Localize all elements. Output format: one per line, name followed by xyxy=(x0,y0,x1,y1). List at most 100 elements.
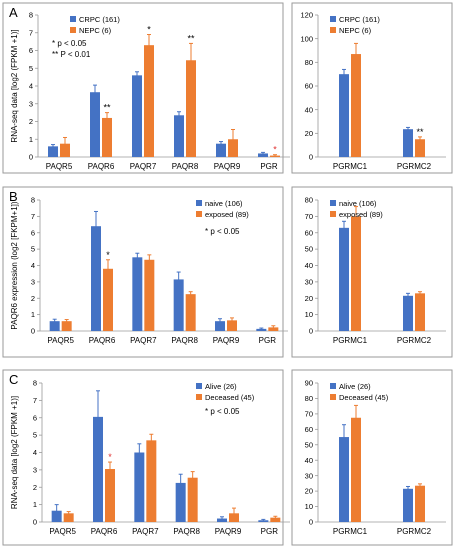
y-tick-label: 2 xyxy=(33,483,37,492)
legend-swatch xyxy=(330,394,336,400)
significance-marker: * xyxy=(147,25,151,35)
bar-alive-pgrmc2 xyxy=(403,488,413,522)
bar-crpc-pgrmc2 xyxy=(403,129,413,157)
legend-label: NEPC (6) xyxy=(339,26,372,35)
y-tick-label: 0 xyxy=(29,153,33,162)
legend-label: Deceased (45) xyxy=(339,393,389,402)
chart-panel-c-right: 0 10 20 30 40 50 60 70 80 90 PGRMC1 PGRMC2 Alive (26… xyxy=(291,369,453,546)
bar-deceased-pgrmc1 xyxy=(351,417,361,522)
significance-marker: * xyxy=(106,250,110,260)
y-tick-label: 40 xyxy=(305,105,313,114)
bar-crpc-paqr7 xyxy=(132,75,142,157)
legend-swatch xyxy=(330,27,336,33)
bar-crpc-pgr xyxy=(258,153,268,157)
y-tick-label: 0 xyxy=(33,518,37,527)
legend-label: CRPC (161) xyxy=(339,15,380,24)
chart-panel-b: B 0 1 2 3 4 5 6 7 8 PAQR6 expression (log2 [FKPM+1… xyxy=(2,186,288,358)
y-tick-label: 0 xyxy=(309,153,313,162)
y-tick-label: 20 xyxy=(305,294,313,303)
legend-swatch xyxy=(330,383,336,389)
panel-letter: B xyxy=(9,189,18,204)
x-tick-label: PAQR9 xyxy=(213,336,240,345)
x-tick-label: PAQR6 xyxy=(91,527,118,536)
x-tick-label: PAQR5 xyxy=(46,162,73,171)
x-tick-label: PAQR6 xyxy=(88,162,115,171)
y-tick-label: 40 xyxy=(305,261,313,270)
bar-naive-paqr8 xyxy=(173,279,184,331)
y-tick-label: 5 xyxy=(33,431,37,440)
legend-swatch xyxy=(196,383,202,389)
y-tick-label: 20 xyxy=(305,129,313,138)
legend-label: exposed (89) xyxy=(205,210,249,219)
x-tick-label: PGRMC1 xyxy=(333,336,368,345)
y-tick-label: 0 xyxy=(309,327,313,336)
bar-naive-paqr5 xyxy=(49,321,60,331)
bar-exposed-pgr xyxy=(268,327,279,331)
bar-naive-pgrmc1 xyxy=(339,227,349,331)
x-tick-label: PGR xyxy=(260,162,278,171)
x-tick-label: PAQR8 xyxy=(171,336,198,345)
x-tick-label: PAQR7 xyxy=(132,527,159,536)
bar-alive-paqr8 xyxy=(175,482,186,522)
y-tick-label: 100 xyxy=(300,34,313,43)
bar-crpc-paqr5 xyxy=(48,146,58,157)
chart-panel-a: A 0 1 2 3 4 5 6 7 8 RNA-seq data [log2 (FPKM +1)] P… xyxy=(2,2,290,174)
bar-exposed-paqr9 xyxy=(227,320,237,331)
y-tick-label: 60 xyxy=(305,228,313,237)
y-tick-label: 8 xyxy=(29,11,33,20)
y-tick-label: 2 xyxy=(31,294,35,303)
p-value-annotation: * p < 0.05 xyxy=(52,39,87,48)
bar-exposed-paqr8 xyxy=(185,294,196,331)
x-tick-label: PAQR5 xyxy=(47,336,74,345)
y-tick-label: 3 xyxy=(31,277,35,286)
y-tick-label: 6 xyxy=(31,228,35,237)
chart-panel-a-right: 0 20 40 60 80 100 120 PGRMC1 PGRMC2 ** CRPC (161) N… xyxy=(291,2,453,174)
bar-nepc-paqr6 xyxy=(102,117,112,157)
y-tick-label: 2 xyxy=(29,117,33,126)
y-tick-label: 20 xyxy=(305,487,313,496)
y-tick-label: 70 xyxy=(305,409,313,418)
x-tick-label: PAQR9 xyxy=(215,527,242,536)
x-tick-label: PAQR8 xyxy=(173,527,200,536)
y-tick-label: 4 xyxy=(31,261,35,270)
significance-marker: ** xyxy=(187,33,195,43)
y-tick-label: 10 xyxy=(305,502,313,511)
y-tick-label: 120 xyxy=(300,11,313,20)
legend-swatch xyxy=(196,394,202,400)
bar-nepc-paqr5 xyxy=(60,143,70,157)
y-tick-label: 1 xyxy=(33,500,37,509)
significance-marker: * xyxy=(273,145,277,155)
y-tick-label: 5 xyxy=(31,245,35,254)
x-tick-label: PGRMC2 xyxy=(397,336,432,345)
bar-alive-paqr7 xyxy=(134,452,145,522)
y-tick-label: 0 xyxy=(309,518,313,527)
x-tick-label: PGRMC1 xyxy=(333,527,368,536)
panel-frame xyxy=(291,2,453,174)
bar-nepc-pgrmc2 xyxy=(415,139,425,157)
x-tick-label: PGRMC1 xyxy=(333,162,368,171)
panel-frame xyxy=(291,369,453,546)
y-tick-label: 6 xyxy=(33,413,37,422)
y-tick-label: 0 xyxy=(31,327,35,336)
y-tick-label: 30 xyxy=(305,277,313,286)
panel-frame xyxy=(2,2,284,174)
bar-deceased-paqr8 xyxy=(187,477,198,522)
x-tick-label: PGRMC2 xyxy=(397,527,432,536)
legend-swatch xyxy=(196,200,202,206)
y-tick-label: 8 xyxy=(33,379,37,388)
p-value-annotation: ** P < 0.01 xyxy=(52,50,91,59)
bar-nepc-paqr7 xyxy=(144,45,154,157)
bar-alive-paqr6 xyxy=(93,416,103,522)
bar-naive-paqr7 xyxy=(132,257,143,331)
legend-swatch xyxy=(330,211,336,217)
y-tick-label: 90 xyxy=(305,379,313,388)
legend-label: Alive (26) xyxy=(205,382,237,391)
bar-deceased-paqr5 xyxy=(63,513,74,522)
y-tick-label: 70 xyxy=(305,212,313,221)
legend-label: naive (106) xyxy=(339,199,377,208)
x-tick-label: PGR xyxy=(261,527,279,536)
y-tick-label: 40 xyxy=(305,456,313,465)
bar-exposed-paqr5 xyxy=(61,321,72,331)
bar-crpc-paqr9 xyxy=(216,143,226,157)
